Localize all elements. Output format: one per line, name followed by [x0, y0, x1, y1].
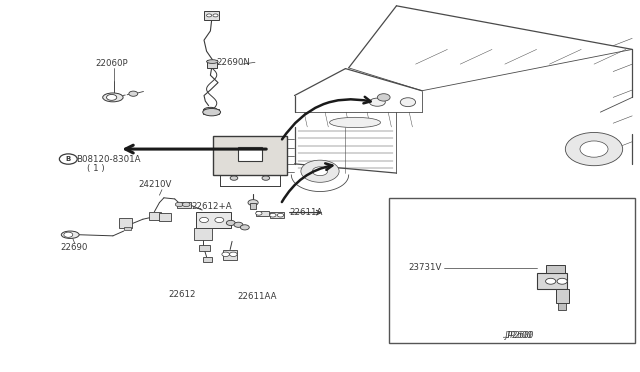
Circle shape — [312, 167, 328, 176]
Bar — [389, 198, 636, 343]
Circle shape — [545, 278, 556, 284]
Circle shape — [207, 14, 212, 17]
Bar — [177, 202, 191, 208]
Circle shape — [222, 252, 230, 257]
Circle shape — [248, 200, 258, 206]
Text: 22690: 22690 — [60, 243, 88, 252]
Bar — [119, 218, 132, 228]
Bar — [194, 228, 212, 240]
Text: .JP2600: .JP2600 — [501, 331, 534, 340]
Text: 23731V: 23731V — [408, 263, 442, 272]
Text: 22611: 22611 — [243, 145, 269, 154]
Bar — [199, 245, 211, 251]
Ellipse shape — [330, 117, 381, 128]
Circle shape — [565, 132, 623, 166]
Text: 22612+A: 22612+A — [191, 202, 232, 211]
Bar — [238, 147, 262, 161]
Circle shape — [230, 176, 238, 180]
Circle shape — [301, 160, 339, 182]
Text: B08120-8301A: B08120-8301A — [77, 154, 141, 164]
Text: 22611AA: 22611AA — [237, 292, 276, 301]
Circle shape — [230, 252, 237, 257]
Circle shape — [227, 220, 236, 225]
Bar — [556, 289, 568, 304]
Text: ( 1 ): ( 1 ) — [88, 164, 105, 173]
Text: .JP2600: .JP2600 — [503, 331, 532, 340]
Bar — [203, 257, 212, 262]
Bar — [270, 212, 284, 218]
Bar — [223, 250, 237, 260]
Bar — [204, 11, 220, 20]
Bar — [203, 109, 219, 114]
Text: 22612: 22612 — [168, 290, 196, 299]
Bar — [537, 273, 567, 289]
Bar — [196, 212, 231, 228]
Bar — [159, 212, 171, 221]
Circle shape — [277, 213, 284, 217]
Circle shape — [175, 202, 183, 207]
Ellipse shape — [203, 109, 221, 116]
Text: 22611A: 22611A — [289, 208, 323, 217]
Bar — [558, 303, 566, 310]
Ellipse shape — [102, 93, 123, 102]
Circle shape — [378, 94, 390, 101]
Bar — [124, 227, 131, 230]
Bar — [250, 203, 256, 209]
Bar — [149, 212, 161, 220]
Circle shape — [241, 225, 249, 230]
Bar — [256, 211, 269, 216]
Circle shape — [269, 213, 276, 217]
Circle shape — [557, 278, 567, 284]
Circle shape — [400, 98, 415, 107]
Text: 22060P: 22060P — [96, 59, 129, 68]
Ellipse shape — [204, 108, 218, 113]
Text: 22690N: 22690N — [217, 58, 251, 67]
Circle shape — [580, 141, 608, 157]
Text: B: B — [66, 156, 71, 162]
Ellipse shape — [61, 231, 79, 238]
Text: 24210V: 24210V — [138, 180, 172, 189]
Circle shape — [213, 14, 218, 17]
Circle shape — [200, 217, 209, 222]
Bar — [207, 61, 217, 68]
Circle shape — [106, 94, 116, 100]
Ellipse shape — [369, 98, 385, 106]
Circle shape — [262, 176, 269, 180]
Circle shape — [182, 202, 190, 207]
Bar — [213, 137, 287, 175]
Circle shape — [129, 91, 138, 96]
Bar — [546, 264, 565, 273]
Circle shape — [64, 232, 73, 237]
Circle shape — [234, 222, 243, 227]
Circle shape — [215, 217, 224, 222]
Ellipse shape — [207, 60, 218, 63]
Circle shape — [255, 211, 262, 215]
Circle shape — [60, 154, 77, 164]
